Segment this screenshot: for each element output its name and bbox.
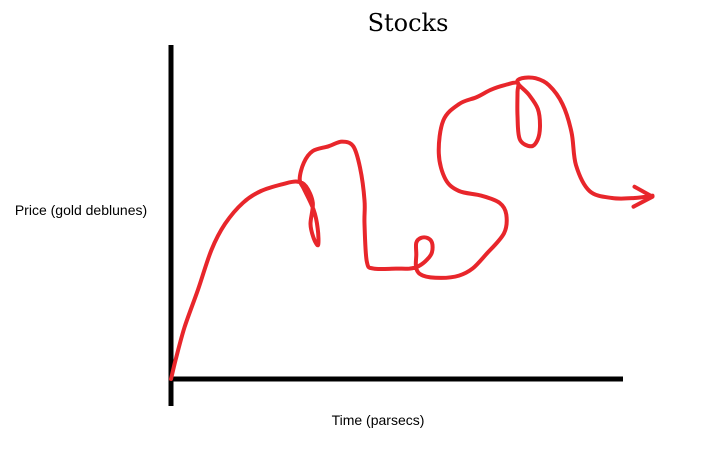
x-axis-label: Time (parsecs) (332, 412, 425, 428)
chart-title: Stocks (368, 9, 449, 37)
y-axis-label: Price (gold deblunes) (15, 202, 147, 218)
series-layer (169, 75, 655, 381)
series-line-0 (169, 75, 655, 381)
series-arrowhead-0 (631, 184, 655, 209)
